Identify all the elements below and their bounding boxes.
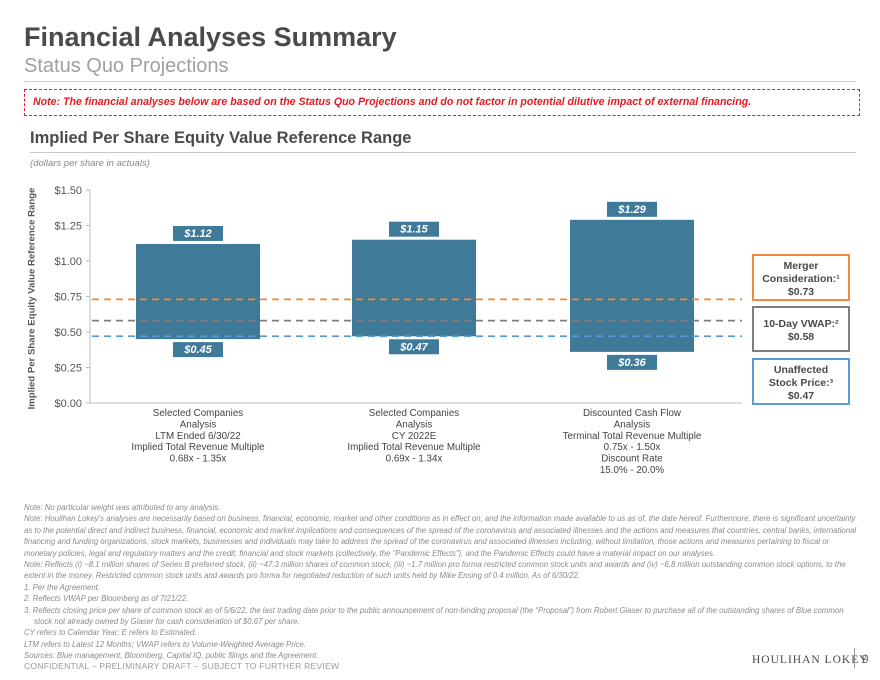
footnote-cy: CY refers to Calendar Year; E refers to … [24, 628, 197, 638]
page-number: 9 [862, 652, 869, 666]
vwap-callout: 10-Day VWAP:² $0.58 [752, 306, 850, 352]
confidential-footer: CONFIDENTIAL – PRELIMINARY DRAFT – SUBJE… [24, 661, 340, 671]
low-label-box [173, 342, 223, 358]
y-tick-label: $1.00 [54, 256, 82, 268]
footnotes: Note: No particular weight was attribute… [24, 502, 860, 662]
unaffected-callout: Unaffected Stock Price:³ $0.47 [752, 358, 850, 406]
range-bar [352, 239, 476, 337]
category-label: Terminal Total Revenue Multiple [563, 431, 702, 442]
page-subtitle: Status Quo Projections [24, 55, 229, 77]
footnote-weight: Note: No particular weight was attribute… [24, 503, 221, 512]
category-label: 15.0% - 20.0% [600, 465, 665, 476]
callout-line: $0.47 [787, 390, 815, 403]
high-label-box [607, 201, 657, 217]
financing-note-box: Note: The financial analyses below are b… [24, 89, 860, 116]
callout-line: Merger [783, 260, 819, 272]
footnote-shares: Note: Reflects (i) ~8.1 million shares o… [24, 560, 846, 581]
low-label-box [389, 339, 439, 355]
callout-line: Consideration:¹ [762, 273, 840, 286]
units-note: (dollars per share in actuals) [30, 158, 150, 169]
merger-callout: Merger Consideration:¹ $0.73 [752, 254, 850, 302]
footer-divider [854, 648, 855, 668]
callout-line: $0.73 [787, 286, 815, 299]
footnote-3: 3. Reflects closing price per share of c… [24, 605, 844, 627]
footnote-2: 2. Reflects VWAP per Bloomberg as of 7/2… [24, 594, 189, 604]
category-label: Selected Companies [369, 408, 460, 419]
category-label: Analysis [614, 419, 651, 430]
high-value-label: $1.15 [399, 224, 428, 236]
footnote-ltm: LTM refers to Latest 12 Months; VWAP ref… [24, 639, 306, 649]
range-bar [570, 219, 694, 352]
y-tick-label: $0.50 [54, 327, 82, 339]
callout-line: 10-Day VWAP:² [763, 318, 839, 330]
category-label: 0.75x - 1.50x [604, 442, 661, 453]
low-value-label: $0.47 [399, 341, 428, 353]
y-tick-label: $0.75 [54, 292, 82, 304]
footnote-pandemic: Note: Houlihan Lokey's analyses are nece… [24, 514, 857, 558]
category-label: Analysis [180, 419, 217, 430]
high-value-label: $1.12 [183, 228, 212, 240]
category-label: Discounted Cash Flow [583, 408, 682, 419]
category-label: CY 2022E [392, 431, 437, 442]
section-divider [30, 152, 856, 153]
high-label-box [173, 225, 223, 241]
high-label-box [389, 221, 439, 237]
high-value-label: $1.29 [617, 204, 646, 216]
footnote-1: 1. Per the Agreement. [24, 582, 100, 592]
callout-line: Unaffected [773, 364, 829, 376]
low-label-box [607, 354, 657, 370]
category-label: LTM Ended 6/30/22 [155, 431, 240, 442]
callout-line: $0.58 [787, 331, 815, 344]
low-value-label: $0.45 [183, 344, 212, 356]
y-tick-label: $1.25 [54, 221, 82, 233]
y-tick-label: $0.25 [54, 363, 82, 375]
category-label: 0.68x - 1.35x [170, 454, 227, 465]
range-bar [136, 243, 260, 340]
houlihan-lokey-logo: HOULIHAN LOKEY [752, 654, 869, 666]
title-divider [24, 81, 856, 82]
category-label: Selected Companies [153, 408, 244, 419]
category-label: Discount Rate [601, 454, 663, 465]
section-title: Implied Per Share Equity Value Reference… [30, 129, 412, 147]
low-value-label: $0.36 [617, 357, 646, 369]
callout-line: Stock Price:³ [768, 377, 834, 390]
category-label: 0.69x - 1.34x [386, 454, 443, 465]
y-tick-label: $0.00 [54, 398, 82, 410]
page-title: Financial Analyses Summary [24, 22, 397, 52]
category-label: Implied Total Revenue Multiple [347, 442, 481, 453]
y-tick-label: $1.50 [54, 185, 82, 197]
category-label: Analysis [396, 419, 433, 430]
footnote-sources: Sources: Blue management, Bloomberg, Cap… [24, 651, 319, 661]
category-label: Implied Total Revenue Multiple [131, 442, 265, 453]
equity-value-chart: $0.00 $0.25 $0.50 $0.75 $1.00 $1.25 $1.50 $1.12… [54, 185, 742, 476]
